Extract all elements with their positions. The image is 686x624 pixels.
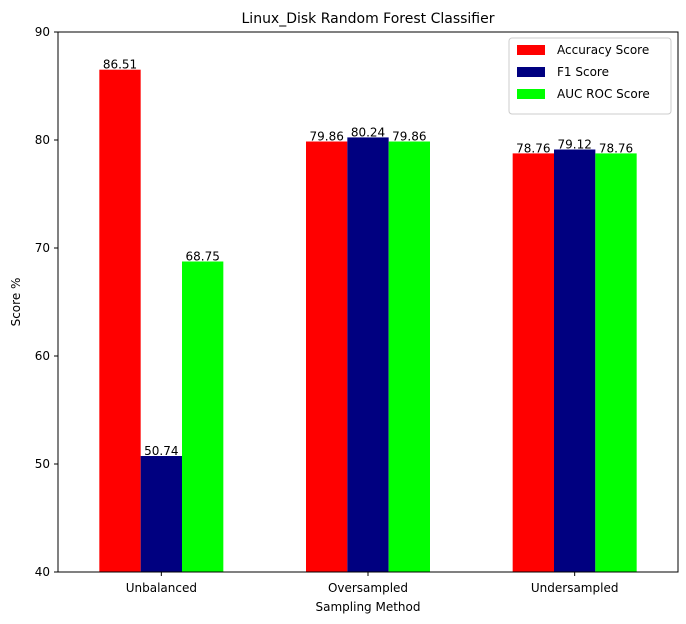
y-tick-label: 70	[35, 241, 50, 255]
bar-value-label: 78.76	[516, 141, 550, 155]
bar-f1-score-undersampled	[554, 149, 596, 572]
y-tick-label: 50	[35, 457, 50, 471]
x-tick-label: Undersampled	[531, 581, 619, 595]
y-tick-label: 40	[35, 565, 50, 579]
bar-f1-score-oversampled	[347, 137, 389, 572]
bar-value-label: 80.24	[351, 125, 385, 139]
y-axis: 40 50 60 70 80 90	[35, 25, 58, 579]
x-tick-label: Oversampled	[328, 581, 408, 595]
legend-label: Accuracy Score	[557, 43, 649, 57]
y-tick-label: 80	[35, 133, 50, 147]
value-labels-layer: 86.51 79.86 78.76 50.74 80.24 79.12 68.75 79.86…	[103, 58, 633, 458]
bar-auc-roc-score-undersampled	[595, 153, 637, 572]
bar-auc-roc-score-unbalanced	[182, 261, 224, 572]
legend-swatch	[517, 89, 545, 99]
bar-accuracy-score-oversampled	[306, 141, 348, 572]
x-tick-label: Unbalanced	[126, 581, 197, 595]
legend-label: F1 Score	[557, 65, 609, 79]
bar-accuracy-score-unbalanced	[99, 69, 141, 572]
bars-layer	[99, 69, 637, 572]
y-tick-label: 90	[35, 25, 50, 39]
bar-value-label: 50.74	[144, 444, 178, 458]
chart-title: Linux_Disk Random Forest Classifier	[242, 11, 495, 27]
bar-value-label: 79.86	[392, 130, 426, 144]
x-axis: Unbalanced Oversampled Undersampled	[126, 572, 619, 595]
bar-value-label: 78.76	[599, 141, 633, 155]
bar-value-label: 79.12	[557, 138, 591, 152]
bar-value-label: 68.75	[185, 250, 219, 264]
legend-box	[508, 37, 672, 115]
legend-label: AUC ROC Score	[557, 87, 650, 101]
bar-auc-roc-score-oversampled	[388, 141, 430, 572]
bar-value-label: 79.86	[309, 130, 343, 144]
bar-accuracy-score-undersampled	[512, 153, 554, 572]
x-axis-label: Sampling Method	[316, 600, 421, 614]
bar-f1-score-unbalanced	[140, 456, 182, 572]
legend: Accuracy Score F1 Score AUC ROC Score	[508, 37, 672, 115]
legend-swatch	[517, 67, 545, 77]
y-axis-label: Score %	[9, 278, 23, 327]
bar-value-label: 86.51	[103, 58, 137, 72]
y-tick-label: 60	[35, 349, 50, 363]
legend-swatch	[517, 45, 545, 55]
